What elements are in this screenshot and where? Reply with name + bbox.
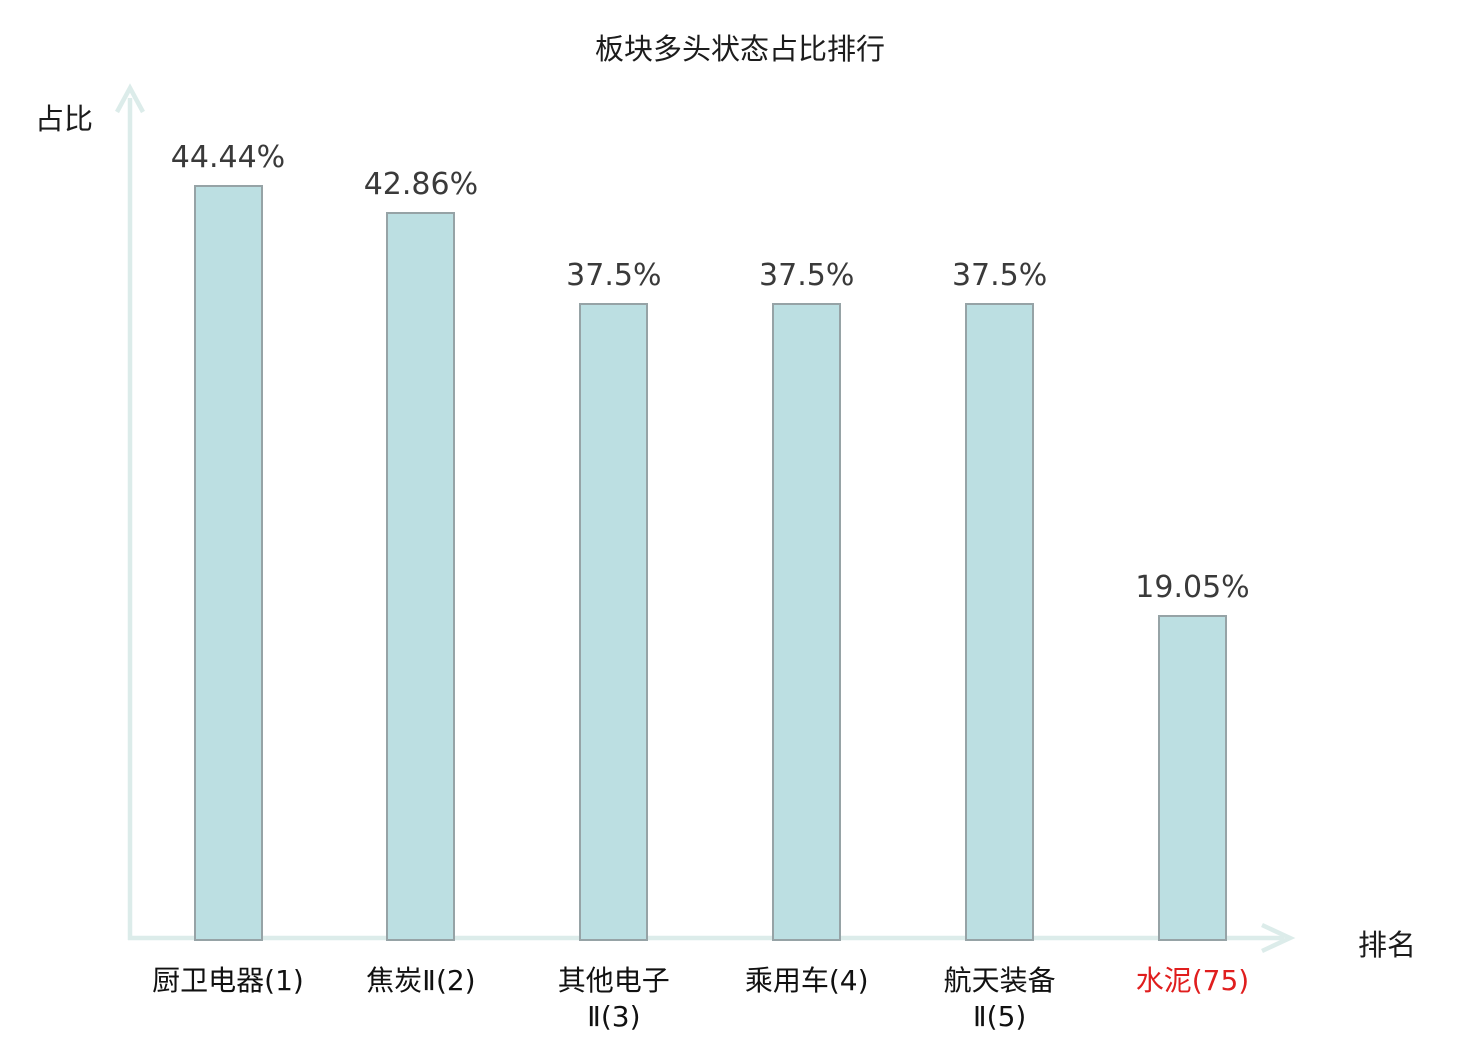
bar [965,302,1035,941]
bar-value-label: 37.5% [951,257,1048,293]
y-axis-arrow-icon [115,83,145,114]
bar [386,211,456,941]
category-label: 航天装备 Ⅱ(5) [943,964,1056,1033]
chart-title: 板块多头状态占比排行 [594,32,885,66]
x-axis-arrow-icon [1261,922,1296,954]
bar-value-label: 37.5% [566,257,662,293]
bar [579,302,649,941]
category-label: 水泥(75) [1135,964,1250,997]
category-label: 焦炭Ⅱ(2) [366,964,476,997]
y-axis-label: 占比 [35,102,94,136]
bar-value-label: 37.5% [759,257,855,293]
bar [772,302,842,941]
category-label: 厨卫电器(1) [152,964,304,997]
bar [193,185,263,941]
category-label: 乘用车(4) [744,964,869,997]
bar-value-label: 19.05% [1135,570,1250,606]
bar-value-label: 42.86% [363,166,479,202]
category-label: 其他电子 Ⅱ(3) [557,964,670,1033]
x-axis-label: 排名 [1358,928,1417,962]
bar-value-label: 44.44% [170,140,286,176]
bar [1158,615,1227,941]
